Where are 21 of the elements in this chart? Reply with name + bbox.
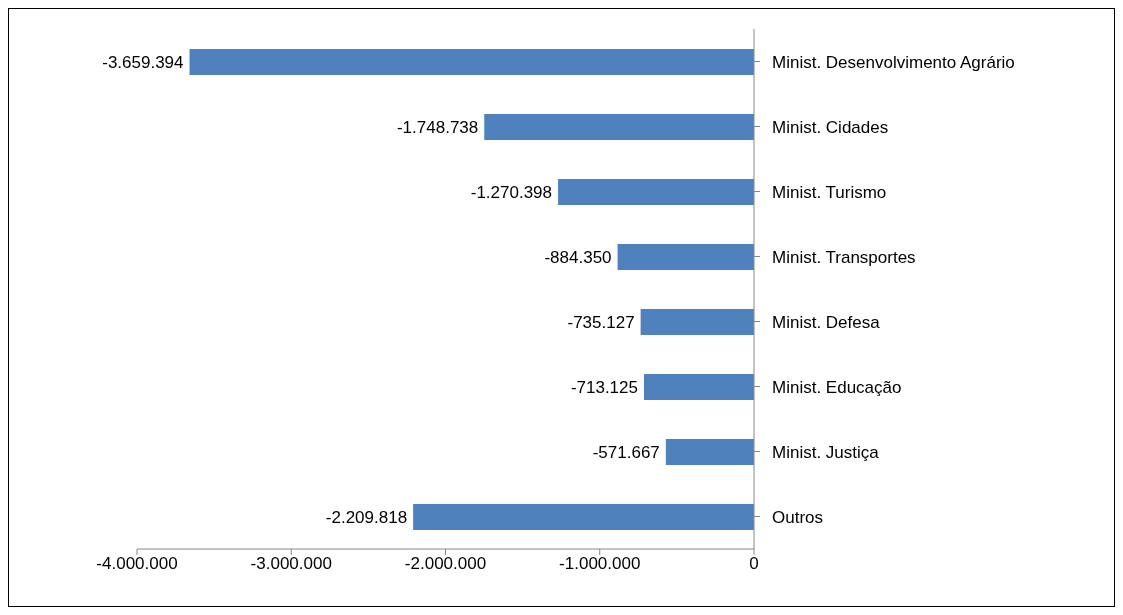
data-label: -713.125 — [570, 377, 638, 397]
x-tick-label: -1.000.000 — [559, 554, 641, 574]
y-tick-label: Minist. Defesa — [772, 312, 881, 332]
x-tick-label: -4.000.000 — [96, 554, 178, 574]
y-tick-label: Minist. Justiça — [772, 442, 880, 462]
y-tick-label: Minist. Educação — [772, 377, 902, 397]
x-tick-label: -2.000.000 — [404, 554, 487, 574]
y-tick-label: Minist. Turismo — [772, 182, 887, 202]
data-label: -735.127 — [567, 312, 635, 332]
data-label: -3.659.394 — [102, 52, 184, 72]
data-label: -884.350 — [544, 247, 612, 267]
y-tick-label: Minist. Cidades — [772, 117, 889, 137]
x-tick-label: 0 — [749, 554, 759, 574]
data-label: -2.209.818 — [325, 507, 408, 527]
data-label: -1.748.738 — [396, 117, 479, 137]
x-tick-label: -3.000.000 — [250, 554, 332, 574]
y-tick-label: Outros — [772, 507, 824, 527]
y-tick-label: Minist. Transportes — [772, 247, 916, 267]
data-label: -1.270.398 — [470, 182, 553, 202]
data-label: -571.667 — [592, 442, 660, 462]
y-tick-label: Minist. Desenvolvimento Agrário — [772, 52, 1015, 72]
